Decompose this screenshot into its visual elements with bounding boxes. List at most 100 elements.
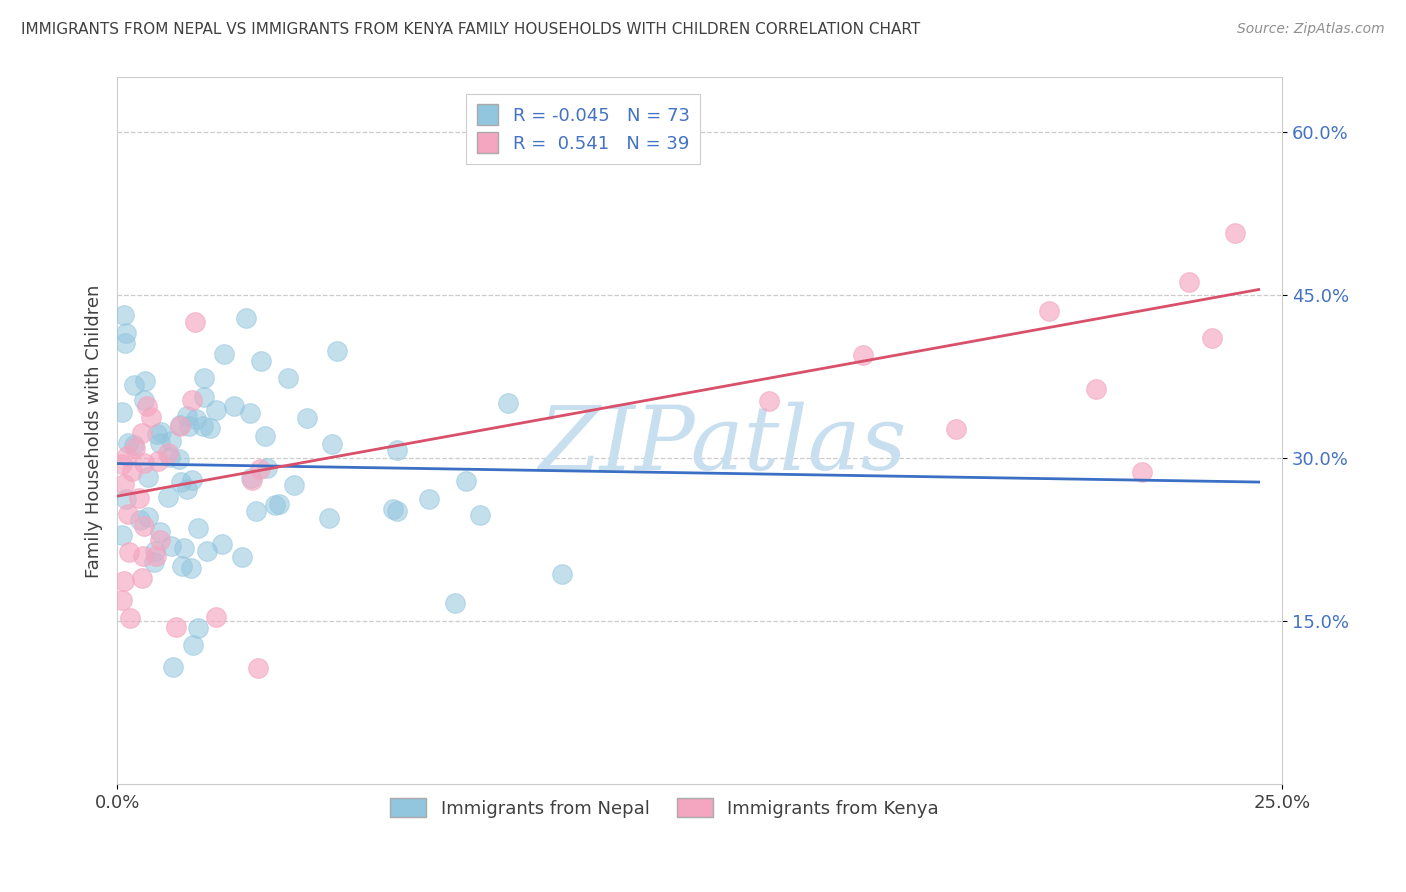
Point — [115, 449, 138, 463]
Point — [112, 308, 135, 322]
Point — [283, 478, 305, 492]
Point — [184, 412, 207, 426]
Point — [212, 347, 235, 361]
Point — [136, 400, 159, 414]
Point — [132, 456, 155, 470]
Point — [468, 508, 491, 523]
Point — [124, 442, 146, 456]
Point — [181, 638, 204, 652]
Point — [277, 370, 299, 384]
Point — [249, 462, 271, 476]
Point — [149, 525, 172, 540]
Point — [142, 555, 165, 569]
Point — [326, 343, 349, 358]
Point — [224, 399, 246, 413]
Point — [496, 395, 519, 409]
Point — [131, 570, 153, 584]
Point — [156, 446, 179, 460]
Point — [193, 390, 215, 404]
Point — [211, 537, 233, 551]
Point — [167, 452, 190, 467]
Point — [177, 418, 200, 433]
Point — [382, 501, 405, 516]
Point — [444, 596, 467, 610]
Point — [551, 566, 574, 581]
Point — [254, 429, 277, 443]
Point — [143, 543, 166, 558]
Point — [160, 434, 183, 448]
Point — [170, 559, 193, 574]
Point — [245, 504, 267, 518]
Point — [945, 422, 967, 436]
Text: IMMIGRANTS FROM NEPAL VS IMMIGRANTS FROM KENYA FAMILY HOUSEHOLDS WITH CHILDREN C: IMMIGRANTS FROM NEPAL VS IMMIGRANTS FROM… — [21, 22, 921, 37]
Point — [180, 473, 202, 487]
Point — [111, 457, 134, 471]
Point — [256, 461, 278, 475]
Point — [159, 450, 181, 464]
Point — [120, 611, 142, 625]
Point — [165, 620, 187, 634]
Point — [117, 436, 139, 450]
Point — [204, 610, 226, 624]
Point — [122, 377, 145, 392]
Point — [112, 574, 135, 588]
Point — [160, 539, 183, 553]
Point — [111, 527, 134, 541]
Point — [193, 371, 215, 385]
Point — [169, 417, 191, 432]
Text: ZIPatlas: ZIPatlas — [538, 401, 907, 489]
Point — [235, 311, 257, 326]
Point — [1130, 465, 1153, 479]
Point — [246, 661, 269, 675]
Point — [112, 477, 135, 491]
Point — [240, 473, 263, 487]
Point — [176, 409, 198, 423]
Point — [205, 403, 228, 417]
Point — [150, 425, 173, 440]
Point — [239, 406, 262, 420]
Point — [132, 549, 155, 563]
Point — [146, 427, 169, 442]
Point — [295, 411, 318, 425]
Point — [456, 474, 478, 488]
Point — [111, 592, 134, 607]
Point — [1178, 275, 1201, 289]
Point — [250, 354, 273, 368]
Point — [385, 442, 408, 457]
Point — [1084, 382, 1107, 396]
Point — [267, 497, 290, 511]
Point — [173, 541, 195, 555]
Point — [128, 491, 150, 505]
Point — [318, 511, 340, 525]
Text: Source: ZipAtlas.com: Source: ZipAtlas.com — [1237, 22, 1385, 37]
Point — [184, 315, 207, 329]
Point — [1038, 303, 1060, 318]
Point — [115, 491, 138, 506]
Legend: Immigrants from Nepal, Immigrants from Kenya: Immigrants from Nepal, Immigrants from K… — [382, 791, 946, 825]
Point — [198, 421, 221, 435]
Point — [385, 504, 408, 518]
Point — [115, 326, 138, 340]
Point — [187, 521, 209, 535]
Point — [162, 659, 184, 673]
Point — [114, 336, 136, 351]
Point — [138, 470, 160, 484]
Point — [321, 437, 343, 451]
Point — [117, 507, 139, 521]
Point — [131, 425, 153, 440]
Point — [122, 438, 145, 452]
Point — [111, 405, 134, 419]
Point — [231, 549, 253, 564]
Point — [156, 490, 179, 504]
Point — [193, 419, 215, 434]
Point — [118, 544, 141, 558]
Y-axis label: Family Households with Children: Family Households with Children — [86, 285, 103, 578]
Point — [129, 513, 152, 527]
Point — [852, 348, 875, 362]
Point — [149, 533, 172, 547]
Point — [134, 375, 156, 389]
Point — [134, 519, 156, 533]
Point — [176, 482, 198, 496]
Point — [1225, 226, 1247, 240]
Point — [180, 393, 202, 408]
